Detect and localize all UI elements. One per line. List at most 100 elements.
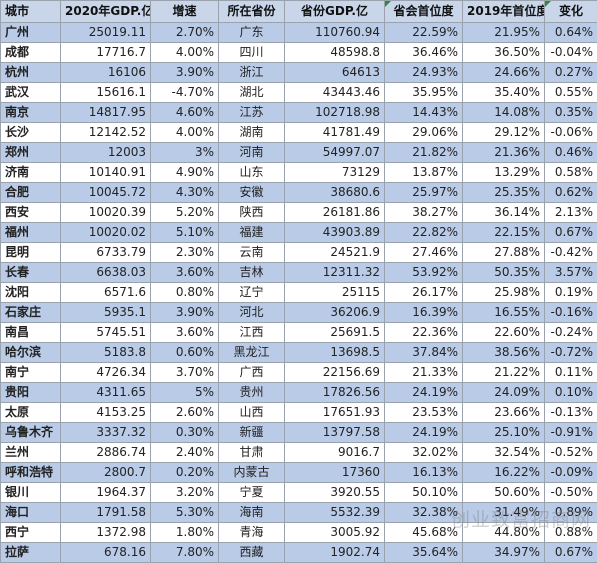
- cell-gdp-2020: 4311.65: [61, 383, 151, 403]
- cell-growth: 4.00%: [151, 123, 219, 143]
- cell-growth: 4.60%: [151, 103, 219, 123]
- cell-growth: -4.70%: [151, 83, 219, 103]
- cell-change: -0.06%: [545, 123, 597, 143]
- cell-growth: 7.80%: [151, 543, 219, 563]
- cell-province: 辽宁: [219, 283, 285, 303]
- header-province-gdp[interactable]: 省份GDP.亿: [285, 1, 385, 23]
- header-growth[interactable]: 增速: [151, 1, 219, 23]
- cell-province: 广西: [219, 363, 285, 383]
- header-province[interactable]: 所在省份: [219, 1, 285, 23]
- cell-marker-icon: [385, 1, 391, 7]
- cell-growth: 4.00%: [151, 43, 219, 63]
- cell-primacy: 32.38%: [385, 503, 463, 523]
- cell-change: 0.64%: [545, 23, 597, 43]
- cell-city: 武汉: [1, 83, 61, 103]
- header-primacy[interactable]: 省会首位度: [385, 1, 463, 23]
- cell-growth: 4.30%: [151, 183, 219, 203]
- cell-primacy: 13.87%: [385, 163, 463, 183]
- cell-gdp-2020: 10020.39: [61, 203, 151, 223]
- cell-province-gdp: 102718.98: [285, 103, 385, 123]
- cell-province: 黑龙江: [219, 343, 285, 363]
- cell-province: 山西: [219, 403, 285, 423]
- cell-change: 0.10%: [545, 383, 597, 403]
- cell-growth: 0.20%: [151, 463, 219, 483]
- cell-primacy: 53.92%: [385, 263, 463, 283]
- cell-province-gdp: 13698.5: [285, 343, 385, 363]
- cell-primacy-2019: 13.29%: [463, 163, 545, 183]
- cell-growth: 2.60%: [151, 403, 219, 423]
- cell-province-gdp: 5532.39: [285, 503, 385, 523]
- cell-change: 0.67%: [545, 543, 597, 563]
- cell-primacy: 32.02%: [385, 443, 463, 463]
- cell-change: -0.72%: [545, 343, 597, 363]
- cell-province-gdp: 48598.8: [285, 43, 385, 63]
- header-change[interactable]: 变化: [545, 1, 597, 23]
- cell-province: 青海: [219, 523, 285, 543]
- cell-gdp-2020: 5183.8: [61, 343, 151, 363]
- cell-gdp-2020: 2800.7: [61, 463, 151, 483]
- cell-province: 云南: [219, 243, 285, 263]
- cell-province-gdp: 13797.58: [285, 423, 385, 443]
- cell-province-gdp: 3005.92: [285, 523, 385, 543]
- cell-growth: 3.90%: [151, 303, 219, 323]
- cell-city: 南昌: [1, 323, 61, 343]
- cell-change: -0.16%: [545, 303, 597, 323]
- cell-gdp-2020: 17716.7: [61, 43, 151, 63]
- cell-primacy: 21.33%: [385, 363, 463, 383]
- cell-province: 广东: [219, 23, 285, 43]
- cell-change: 0.88%: [545, 523, 597, 543]
- cell-change: 3.57%: [545, 263, 597, 283]
- cell-city: 石家庄: [1, 303, 61, 323]
- cell-primacy-2019: 31.49%: [463, 503, 545, 523]
- cell-growth: 2.40%: [151, 443, 219, 463]
- cell-gdp-2020: 10020.02: [61, 223, 151, 243]
- cell-primacy: 24.19%: [385, 423, 463, 443]
- cell-province-gdp: 41781.49: [285, 123, 385, 143]
- cell-city: 贵阳: [1, 383, 61, 403]
- cell-province: 安徽: [219, 183, 285, 203]
- cell-primacy-2019: 36.50%: [463, 43, 545, 63]
- cell-gdp-2020: 678.16: [61, 543, 151, 563]
- cell-city: 昆明: [1, 243, 61, 263]
- cell-growth: 0.80%: [151, 283, 219, 303]
- header-city[interactable]: 城市: [1, 1, 61, 23]
- header-primacy-2019[interactable]: 2019年首位度: [463, 1, 545, 23]
- cell-gdp-2020: 1964.37: [61, 483, 151, 503]
- cell-city: 成都: [1, 43, 61, 63]
- cell-province-gdp: 43903.89: [285, 223, 385, 243]
- cell-province: 河北: [219, 303, 285, 323]
- cell-primacy: 35.64%: [385, 543, 463, 563]
- header-gdp-2020[interactable]: 2020年GDP.亿: [61, 1, 151, 23]
- cell-growth: 3%: [151, 143, 219, 163]
- cell-gdp-2020: 4153.25: [61, 403, 151, 423]
